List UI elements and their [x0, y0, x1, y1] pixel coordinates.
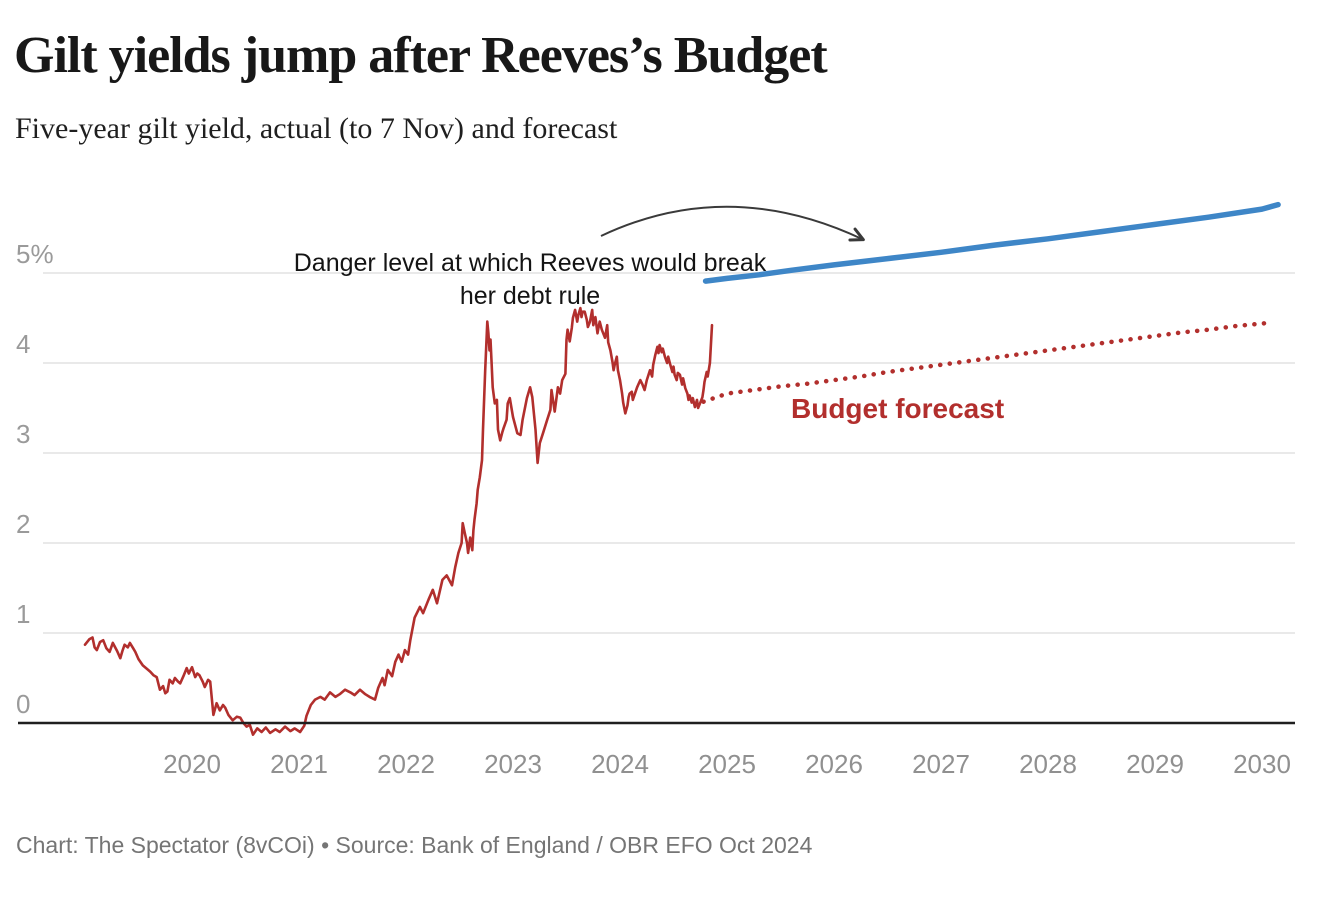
chart-source-note: Chart: The Spectator (8vCOi) • Source: B… [16, 832, 813, 858]
page-title: Gilt yields jump after Reeves’s Budget [14, 27, 828, 84]
danger-level-annotation-line2: her debt rule [459, 282, 601, 310]
actual-line [83, 306, 714, 737]
x-tick-label: 2026 [805, 749, 863, 779]
x-tick-label: 2025 [698, 749, 756, 779]
x-tick-label: 2021 [270, 749, 328, 779]
x-tick-label: 2028 [1019, 749, 1077, 779]
y-tick-label: 0 [16, 689, 31, 719]
danger-level-annotation-line1: Danger level at which Reeves would break [293, 249, 767, 277]
x-tick-label: 2024 [591, 749, 649, 779]
x-tick-label: 2023 [484, 749, 542, 779]
y-tick-label: 5% [16, 239, 54, 269]
x-tick-label: 2022 [377, 749, 435, 779]
danger-level-annotation: Danger level at which Reeves would break… [245, 247, 815, 313]
y-tick-label: 1 [16, 599, 31, 629]
budget-forecast-annotation: Budget forecast [791, 393, 1005, 424]
y-tick-label: 4 [16, 329, 31, 359]
chart-subtitle: Five-year gilt yield, actual (to 7 Nov) … [15, 112, 618, 145]
forecast-line [701, 320, 1275, 404]
y-tick-label: 3 [16, 419, 31, 449]
annotation-arrow-icon [600, 205, 865, 242]
x-tick-label: 2029 [1126, 749, 1184, 779]
x-tick-label: 2020 [163, 749, 221, 779]
y-tick-label: 2 [16, 509, 31, 539]
danger-line [702, 201, 1281, 284]
x-tick-label: 2027 [912, 749, 970, 779]
x-tick-label: 2030 [1233, 749, 1291, 779]
